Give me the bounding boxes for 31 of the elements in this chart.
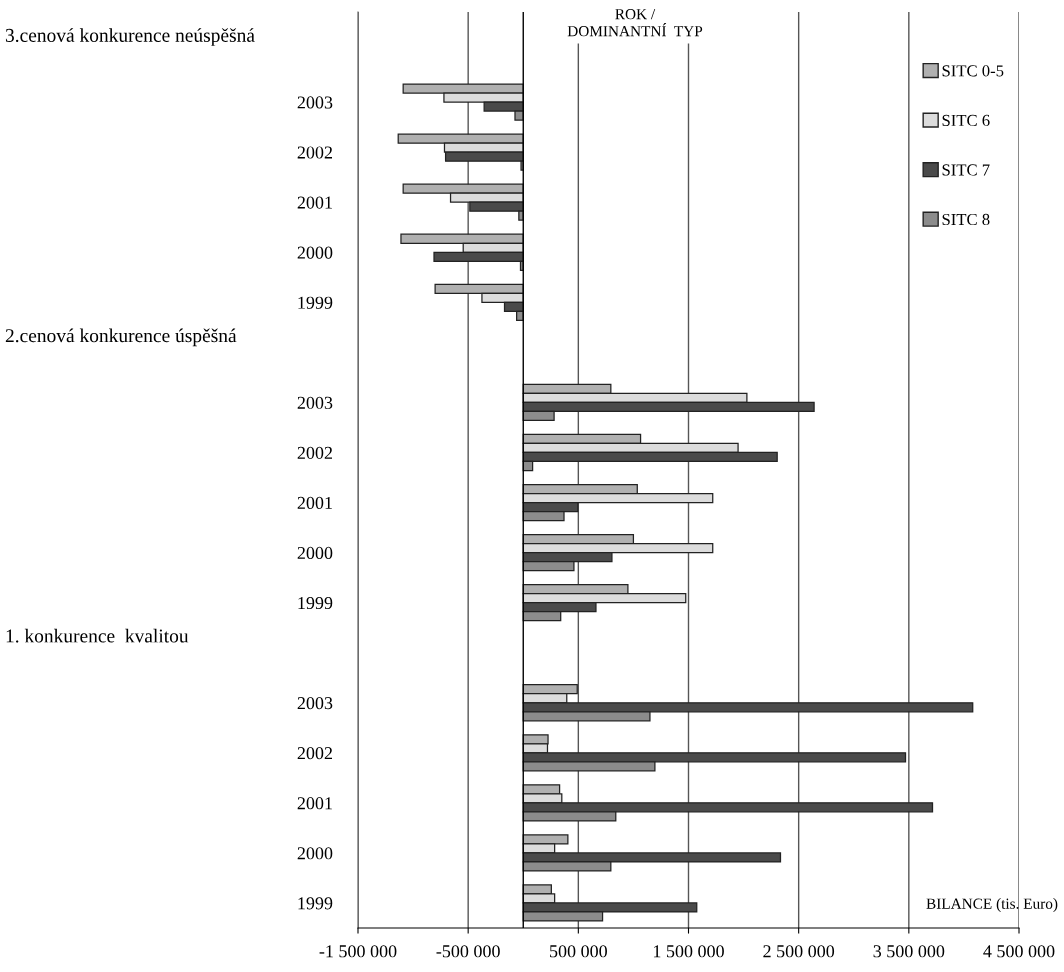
y-tick-label: 1999 [298,296,333,309]
annotation: BILANCE (tis. Euro) [926,898,1058,912]
legend-label: SITC 7 [942,164,990,176]
y-tick-label: 2003 [297,96,333,109]
x-tick-label: 3 500 000 [873,945,945,958]
legend-label: SITC 0-5 [942,65,1004,77]
x-tick-label: 4 500 000 [983,945,1055,958]
y-tick-label: 2001 [297,196,332,209]
legend-label: SITC 6 [942,114,990,127]
x-tick-label: 500 000 [550,945,607,958]
y-tick-label: 2002 [297,446,332,459]
y-tick-label: 2000 [297,847,333,860]
y-tick-label: 2000 [297,246,333,259]
x-tick-label: -1 500 000 [319,945,397,958]
y-tick-label: 2002 [297,747,332,760]
y-tick-label: 2001 [297,496,332,509]
text: 2.cenová konkurence úspěšná [5,328,237,347]
y-tick-label: 2001 [297,797,332,810]
y-tick-label: 2000 [297,546,333,560]
y-tick-label: 1999 [298,596,333,610]
x-tick-label: -500 000 [436,945,500,958]
x-tick-label: 2 500 000 [763,945,835,958]
y-tick-label: 2003 [297,396,333,409]
y-tick-label: 2003 [297,697,333,710]
x-tick-label: 1 500 000 [653,945,724,958]
annotation: ROK / DOMINANTNÍ TYP [567,9,703,37]
legend-label: SITC 8 [942,213,990,226]
y-tick-label: 1999 [298,897,333,910]
y-tick-label: 2002 [297,146,332,159]
text: 1. konkurence kvalitou [6,628,189,643]
text: 3.cenová konkurence neúspěšná [5,28,255,46]
